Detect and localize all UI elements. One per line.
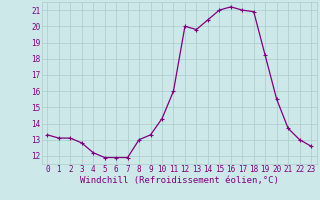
X-axis label: Windchill (Refroidissement éolien,°C): Windchill (Refroidissement éolien,°C) xyxy=(80,176,279,185)
